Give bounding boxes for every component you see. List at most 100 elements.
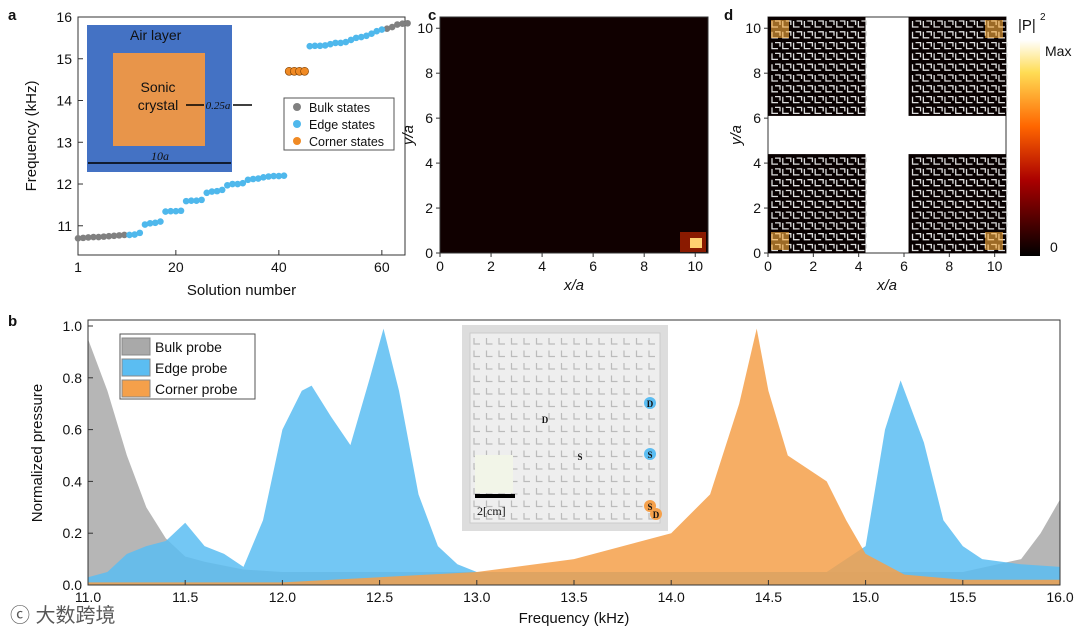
photo-pattern xyxy=(610,338,618,345)
x-tick-label: 2 xyxy=(487,258,495,274)
x-tick-label: 11.5 xyxy=(172,589,198,605)
data-point xyxy=(239,179,247,187)
photo-pattern xyxy=(523,375,530,383)
photo-pattern xyxy=(498,425,505,433)
data-point xyxy=(198,196,205,204)
photo-pattern xyxy=(610,488,618,495)
data-point xyxy=(357,33,365,41)
photo-pattern xyxy=(585,488,593,495)
scale-bar xyxy=(475,494,515,498)
data-point xyxy=(146,219,154,227)
photo-pattern xyxy=(510,350,518,358)
photo-pattern xyxy=(535,363,543,370)
data-point xyxy=(151,219,159,227)
photo-pattern xyxy=(485,500,493,508)
y-axis-label: Frequency (kHz) xyxy=(23,81,40,192)
x-tick-label: 10 xyxy=(687,258,703,274)
data-point xyxy=(203,189,211,197)
y-tick-label: 6 xyxy=(425,110,433,126)
photo-pattern xyxy=(610,388,618,395)
panel-c-heatmap xyxy=(439,16,709,254)
x-tick-label: 6 xyxy=(900,258,908,274)
panel-label-a: a xyxy=(8,7,17,24)
photo-pattern xyxy=(485,438,493,445)
photo-pattern xyxy=(635,488,643,495)
x-axis-label: x/a xyxy=(876,277,897,294)
photo-pattern xyxy=(585,438,593,445)
photo-pattern xyxy=(560,413,568,420)
x-tick-label: 15.0 xyxy=(852,589,879,605)
photo-pattern xyxy=(535,350,543,358)
photo-pattern xyxy=(573,388,580,395)
probe-label: S xyxy=(647,502,652,512)
photo-pattern xyxy=(585,350,593,358)
photo-pattern xyxy=(623,463,630,470)
photo-pattern xyxy=(498,400,505,408)
photo-pattern xyxy=(485,338,493,345)
corner-probe-area xyxy=(88,328,1060,585)
photo-pattern xyxy=(535,475,543,483)
legend-label: Edge probe xyxy=(155,360,228,376)
legend-label: Corner states xyxy=(309,135,384,149)
photo-pattern xyxy=(510,425,518,433)
data-point xyxy=(224,181,231,189)
photo-pattern xyxy=(523,513,530,520)
photo-pattern xyxy=(473,363,480,370)
photo-pattern xyxy=(573,338,580,345)
data-point xyxy=(208,188,216,195)
photo-pattern xyxy=(623,350,630,358)
photo-pattern xyxy=(635,375,643,383)
photo-pattern xyxy=(473,500,480,508)
photo-pattern xyxy=(548,500,555,508)
data-point xyxy=(352,34,360,42)
photo-pattern xyxy=(610,425,618,433)
photo-pattern xyxy=(535,338,543,345)
legend-marker xyxy=(293,103,301,111)
photo-pattern xyxy=(623,475,630,483)
data-point xyxy=(363,32,370,40)
photo-pattern xyxy=(510,500,518,508)
photo-pattern xyxy=(610,450,618,458)
corner-hotspot xyxy=(985,20,1003,38)
probe-label: S xyxy=(577,452,582,462)
photo-pattern xyxy=(498,338,505,345)
photo-pattern xyxy=(473,400,480,408)
y-tick-label: 0 xyxy=(753,245,761,261)
photo-pattern xyxy=(510,338,518,345)
photo-pattern xyxy=(473,425,480,433)
photo-pattern xyxy=(598,388,605,395)
photo-pattern xyxy=(648,350,655,358)
legend-marker xyxy=(293,120,301,128)
photo-zoom xyxy=(475,455,513,493)
data-point xyxy=(404,19,411,27)
photo-pattern xyxy=(498,438,505,445)
photo-pattern xyxy=(560,450,568,458)
photo-pattern xyxy=(610,438,618,445)
data-point xyxy=(79,234,87,242)
photo-pattern xyxy=(523,500,530,508)
photo-pattern xyxy=(573,488,580,495)
y-tick-label: 16 xyxy=(56,9,72,25)
probe-label: D xyxy=(647,399,654,409)
probe-marker xyxy=(650,508,662,520)
x-tick-label: 8 xyxy=(640,258,648,274)
data-point xyxy=(131,231,138,238)
photo-pattern xyxy=(523,425,530,433)
photo-pattern xyxy=(623,388,630,395)
photo-pattern xyxy=(623,500,630,508)
photo-pattern xyxy=(623,400,630,408)
photo-pattern xyxy=(560,438,568,445)
y-tick-label: 6 xyxy=(753,110,761,126)
photo-pattern xyxy=(635,500,643,508)
data-point xyxy=(90,233,97,241)
photo-pattern xyxy=(598,350,605,358)
photo-pattern xyxy=(510,363,518,370)
photo-pattern xyxy=(573,363,580,370)
photo-pattern xyxy=(548,450,555,458)
y-axis-label: y/a xyxy=(728,125,745,146)
photo-pattern xyxy=(485,375,493,383)
x-axis-label: x/a xyxy=(563,277,584,294)
photo-pattern xyxy=(485,425,493,433)
data-point xyxy=(141,221,149,228)
